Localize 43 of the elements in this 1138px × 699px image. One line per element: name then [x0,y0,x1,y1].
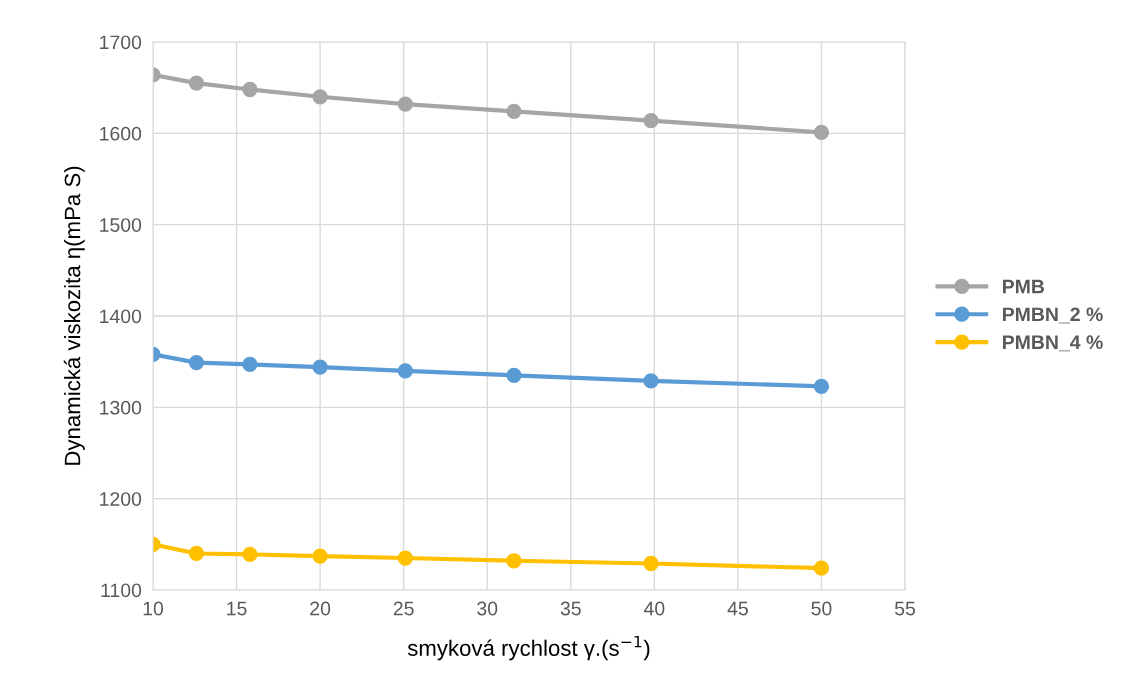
point [506,553,522,569]
point [813,378,830,394]
point [813,560,830,576]
point [397,96,413,112]
point [643,112,659,129]
x-tick-label: 45 [727,601,748,616]
y-tick-label: 1500 [100,218,142,232]
x-tick-label: 25 [393,601,414,616]
point [242,356,258,373]
x-axis-title: smyková rychlost γ.(s$^{−1}$) [407,635,650,661]
x-tick-label: 30 [477,601,498,616]
legend-label: PMBN_2 % [1003,307,1103,324]
point [312,89,328,105]
y-tick-label: 1700 [100,35,142,50]
x-tick-label: 40 [643,601,665,616]
y-tick-label: 1400 [100,309,142,324]
y-tick-label: 1100 [101,583,142,598]
point [312,548,328,564]
point [506,367,522,384]
point [242,81,258,98]
x-tick-label: 10 [143,601,164,616]
point [397,550,413,566]
x-tick-label: 35 [560,601,581,616]
point [312,359,328,375]
legend-label: PMB [1003,279,1045,294]
point [242,546,258,563]
point [188,545,205,562]
point [188,354,205,371]
point [397,363,413,379]
y-tick-label: 1200 [100,492,142,506]
x-tick-label: 50 [811,601,832,616]
y-tick-label: 1600 [100,126,142,141]
y-tick-label: 1300 [100,400,142,415]
y-axis-title: Dynamická viskozita η(mPa S) [63,166,85,465]
point [643,373,659,389]
point [188,75,205,91]
x-tick-label: 15 [227,601,247,616]
point [506,103,522,120]
point [813,124,830,141]
x-tick-label: 20 [310,601,331,616]
point [643,555,659,572]
x-tick-label: 55 [894,601,915,616]
legend-label: PMBN_4 % [1003,335,1103,352]
